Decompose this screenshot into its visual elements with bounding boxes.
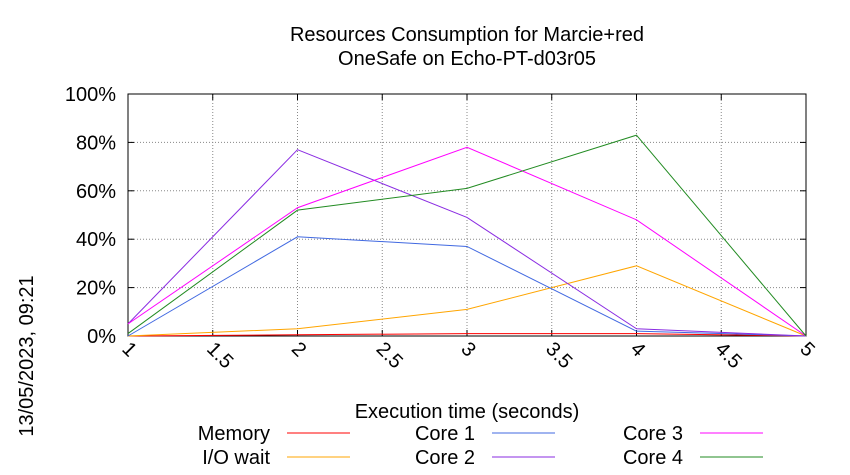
y-tick-label: 100% xyxy=(65,84,116,106)
chart-title: Resources Consumption for Marcie+red xyxy=(290,24,644,46)
y-tick-label: 60% xyxy=(76,181,116,203)
legend-label: Core 3 xyxy=(623,423,683,445)
legend-label: Core 2 xyxy=(415,447,475,469)
y-tick-label: 0% xyxy=(87,326,116,348)
x-tick-label: 1.5 xyxy=(202,338,237,373)
y-tick-label: 40% xyxy=(76,229,116,251)
series-line-core-2 xyxy=(127,149,807,337)
x-tick-label: 4 xyxy=(626,338,649,361)
legend-label: Memory xyxy=(198,423,270,445)
y-tick-label: 80% xyxy=(76,132,116,154)
x-axis-label: Execution time (seconds) xyxy=(355,401,580,423)
x-tick-label: 1 xyxy=(117,338,140,361)
y-tick-label: 20% xyxy=(76,278,116,300)
x-tick-label: 4.5 xyxy=(711,338,746,373)
chart-subtitle: OneSafe on Echo-PT-d03r05 xyxy=(338,48,596,70)
legend-label: Core 4 xyxy=(623,447,683,469)
series-line-core-1 xyxy=(127,236,807,337)
series-line-core-3 xyxy=(127,146,807,337)
x-tick-label: 2.5 xyxy=(372,338,407,373)
axis-ticks: 1 1.5 2 2.5 3 3.5 4 4.5 5 0% 20% 40% 60% 80% 100% xyxy=(65,84,819,373)
series-line-i-o-wait xyxy=(127,265,807,337)
x-tick-label: 2 xyxy=(287,338,310,361)
series-line-core-4 xyxy=(127,134,807,337)
series-lines xyxy=(127,134,807,337)
legend-label: Core 1 xyxy=(415,423,475,445)
x-tick-label: 3.5 xyxy=(541,338,576,373)
x-tick-label: 5 xyxy=(795,338,818,361)
series-line-memory xyxy=(127,333,807,337)
timestamp-label: 13/05/2023, 09:21 xyxy=(16,275,38,436)
legend-label: I/O wait xyxy=(202,447,270,469)
x-tick-label: 3 xyxy=(456,338,479,361)
